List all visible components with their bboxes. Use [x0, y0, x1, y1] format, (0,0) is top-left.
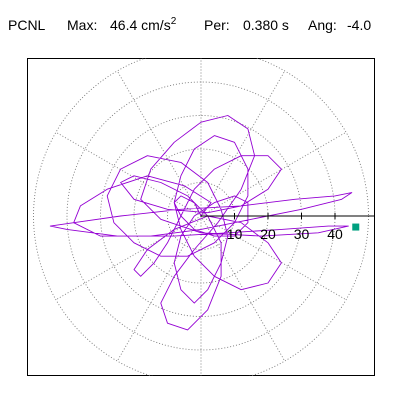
grid-spoke-330: [200, 215, 347, 301]
tick-label-40: 40: [327, 226, 343, 242]
trajectory-line: [49, 115, 353, 331]
grid-spoke-30: [200, 131, 347, 217]
angle-value: -4.0: [347, 17, 372, 33]
header: PCNL Max: 46.4 cm/s2 Per: 0.380 s Ang: -…: [0, 0, 400, 44]
station-code: PCNL: [8, 17, 46, 33]
tick-label-30: 30: [294, 226, 310, 242]
max-label: Max:: [67, 17, 98, 33]
marker-layer: [352, 223, 360, 231]
angle-label: Ang:: [308, 17, 337, 33]
grid-spoke-150: [55, 131, 202, 217]
tick-label-20: 20: [260, 226, 276, 242]
grid-spoke-240: [116, 215, 202, 362]
max-value: 46.4 cm/s2: [110, 16, 177, 33]
tick-labels: 10 20 30 40: [201, 213, 374, 242]
max-marker: [352, 223, 360, 231]
polar-plot: 10 20 30 40: [27, 58, 375, 376]
period-value: 0.380 s: [243, 17, 289, 33]
tick-label-10: 10: [227, 226, 243, 242]
period-label: Per:: [204, 17, 230, 33]
grid-spoke-120: [116, 70, 202, 217]
trajectory-layer: [49, 115, 353, 331]
grid-spoke-300: [200, 215, 286, 362]
grid-spoke-210: [55, 215, 202, 301]
grid-spoke-60: [200, 70, 286, 217]
polar-plot-svg: 10 20 30 40: [27, 58, 375, 376]
max-unit-exponent: 2: [170, 16, 177, 27]
